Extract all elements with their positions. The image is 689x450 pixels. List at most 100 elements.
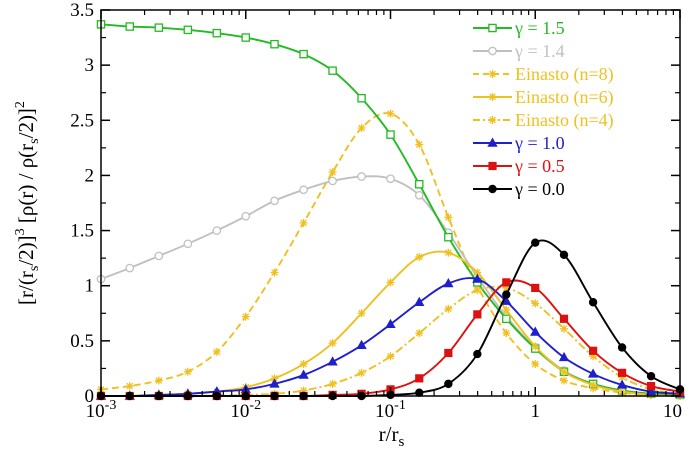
legend-item: γ = 1.4 [473, 41, 565, 61]
data-point [530, 326, 541, 336]
legend-item: γ = 0.5 [473, 156, 565, 176]
data-point [269, 378, 280, 388]
data-point [473, 349, 482, 359]
y-tick-label: 2 [85, 165, 95, 186]
legend-marker [487, 137, 498, 147]
data-point [299, 386, 308, 395]
legend-label: γ = 0.5 [514, 156, 565, 176]
data-point [183, 367, 192, 376]
data-point [357, 93, 366, 103]
data-point [154, 23, 164, 32]
data-point [559, 250, 569, 260]
legend-label: γ = 0.0 [514, 179, 565, 199]
x-tick-base: 1 [531, 401, 541, 422]
data-point [616, 379, 628, 389]
data-point [415, 253, 424, 262]
data-point [617, 368, 627, 377]
x-tick-base: 10 [375, 401, 394, 422]
data-point [212, 347, 221, 356]
data-point [299, 218, 308, 227]
data-point [385, 318, 396, 329]
data-point [502, 314, 511, 324]
x-tick-label: 1 [531, 401, 541, 422]
data-point [241, 33, 250, 42]
data-point [241, 211, 251, 221]
data-point [328, 379, 337, 388]
legend-marker [488, 161, 497, 171]
data-point [559, 314, 569, 323]
data-point [212, 28, 222, 38]
data-point [415, 329, 424, 338]
data-point [386, 278, 395, 287]
data-point [357, 172, 366, 181]
data-point [560, 367, 569, 376]
data-point [589, 346, 598, 355]
data-point [444, 232, 453, 242]
data-point [357, 309, 366, 318]
data-point [386, 174, 395, 184]
data-point [531, 238, 540, 247]
data-point [502, 283, 511, 292]
data-point [444, 304, 453, 313]
legend-item: γ = 0.0 [473, 179, 565, 199]
data-point [617, 343, 627, 352]
y-tick-label: 1.5 [70, 221, 94, 242]
x-tick-exponent: -2 [249, 398, 261, 413]
legend-marker [488, 93, 497, 101]
data-point [328, 176, 337, 186]
legend-item: γ = 1.5 [473, 18, 565, 38]
data-point [560, 376, 569, 385]
data-point [645, 386, 657, 396]
series-line [100, 285, 681, 398]
data-point [125, 382, 134, 391]
legend-item: γ = 1.0 [473, 133, 565, 153]
x-tick-exponent: -1 [394, 398, 406, 413]
data-point [270, 196, 279, 206]
y-tick-label: 0.5 [70, 331, 94, 352]
data-point [357, 368, 366, 377]
x-tick-label: 10-1 [375, 398, 406, 422]
data-point [502, 305, 511, 314]
data-point [356, 339, 367, 349]
data-point [386, 109, 395, 118]
data-point [444, 348, 453, 358]
x-tick-label: 10 [663, 401, 682, 422]
data-point [154, 251, 164, 261]
x-tick-base: 10 [86, 401, 105, 422]
data-point [502, 290, 511, 299]
y-axis-title: [r/(rs/2)]3 [ρ(r) / ρ(rs/2)]2 [13, 101, 42, 305]
data-point [328, 339, 337, 348]
x-tick-base: 10 [230, 401, 249, 422]
y-tick-label: 2.5 [70, 110, 94, 131]
data-point [414, 296, 425, 306]
legend-item: Einasto (n=6) [473, 87, 614, 108]
data-point [415, 374, 424, 383]
data-point [154, 376, 163, 385]
data-point [386, 130, 395, 139]
y-tick-label: 3.5 [70, 0, 94, 21]
data-point [125, 22, 135, 31]
y-tick-label: 0 [85, 386, 95, 407]
data-point [444, 379, 453, 389]
data-point [415, 140, 424, 149]
legend-marker [488, 23, 497, 33]
data-point [183, 239, 193, 249]
data-point [646, 381, 656, 391]
x-tick-label: 10-2 [230, 398, 261, 422]
data-point [473, 268, 482, 277]
y-tick-label: 1 [85, 276, 95, 297]
ticks-layer: 00.511.522.533.510-3 10-2 10-1 1 10 [70, 0, 682, 422]
data-point [327, 356, 338, 366]
data-point [502, 278, 511, 287]
data-point [328, 66, 337, 75]
data-point [299, 49, 308, 59]
data-point [444, 248, 453, 257]
data-point [531, 299, 540, 308]
data-point [241, 312, 250, 321]
data-point [646, 371, 656, 381]
data-point [502, 329, 511, 338]
data-point [472, 273, 483, 283]
data-point [357, 124, 366, 133]
data-point [473, 286, 482, 295]
data-point [589, 352, 598, 361]
